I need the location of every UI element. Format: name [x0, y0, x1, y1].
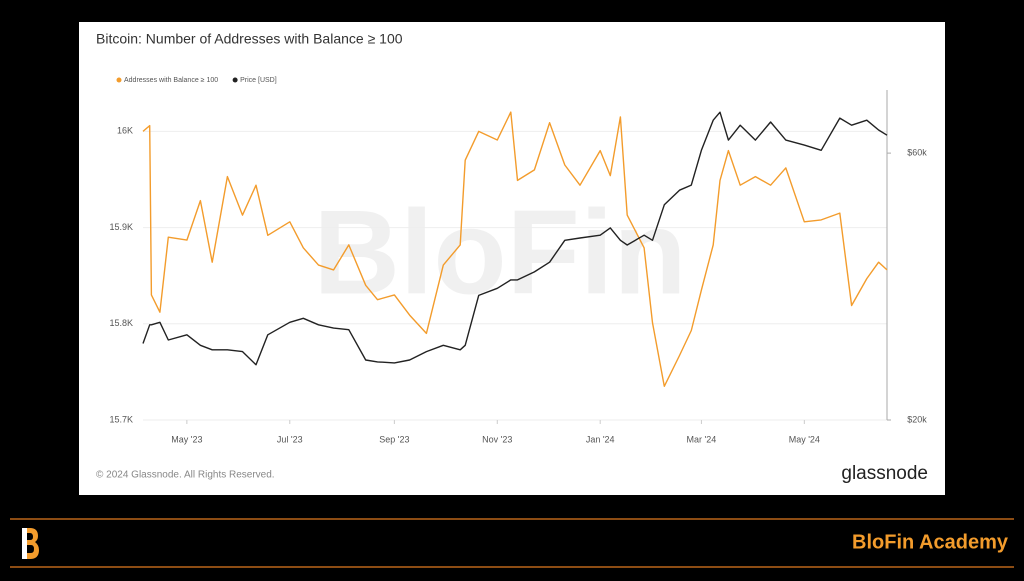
x-tick-label: Jan '24 — [586, 434, 615, 444]
chart-card — [79, 22, 945, 495]
x-tick-label: Nov '23 — [482, 434, 512, 444]
y-tick-label: 15.9K — [109, 222, 133, 232]
x-tick-label: Sep '23 — [379, 434, 409, 444]
y2-tick-label: $60k — [907, 147, 927, 157]
legend-swatch — [116, 77, 122, 83]
copyright: © 2024 Glassnode. All Rights Reserved. — [96, 470, 275, 481]
series-line — [142, 111, 888, 366]
legend-swatch — [232, 77, 238, 83]
y2-tick-label: $20k — [907, 414, 927, 424]
legend-label: Addresses with Balance ≥ 100 — [124, 77, 218, 84]
x-tick-label: May '24 — [789, 434, 820, 444]
blofin-icon — [22, 528, 39, 559]
x-tick-label: May '23 — [171, 434, 202, 444]
y-tick-label: 15.8K — [109, 318, 133, 328]
x-tick-label: Jul '23 — [277, 434, 303, 444]
watermark: BloFin — [313, 186, 686, 320]
brand-logo: glassnode — [841, 463, 928, 484]
y-tick-label: 16K — [117, 126, 133, 136]
chart-title: Bitcoin: Number of Addresses with Balanc… — [96, 31, 403, 47]
series-line — [142, 111, 888, 387]
legend-label: Price [USD] — [240, 77, 277, 84]
banner-title: BloFin Academy — [852, 531, 1009, 553]
plot-area: 15.7K 15.8K 15.9K 16K $20k $60k May '23 Jul '23… — [109, 77, 927, 445]
x-tick-label: Mar '24 — [687, 434, 717, 444]
y-tick-label: 15.7K — [109, 414, 133, 424]
